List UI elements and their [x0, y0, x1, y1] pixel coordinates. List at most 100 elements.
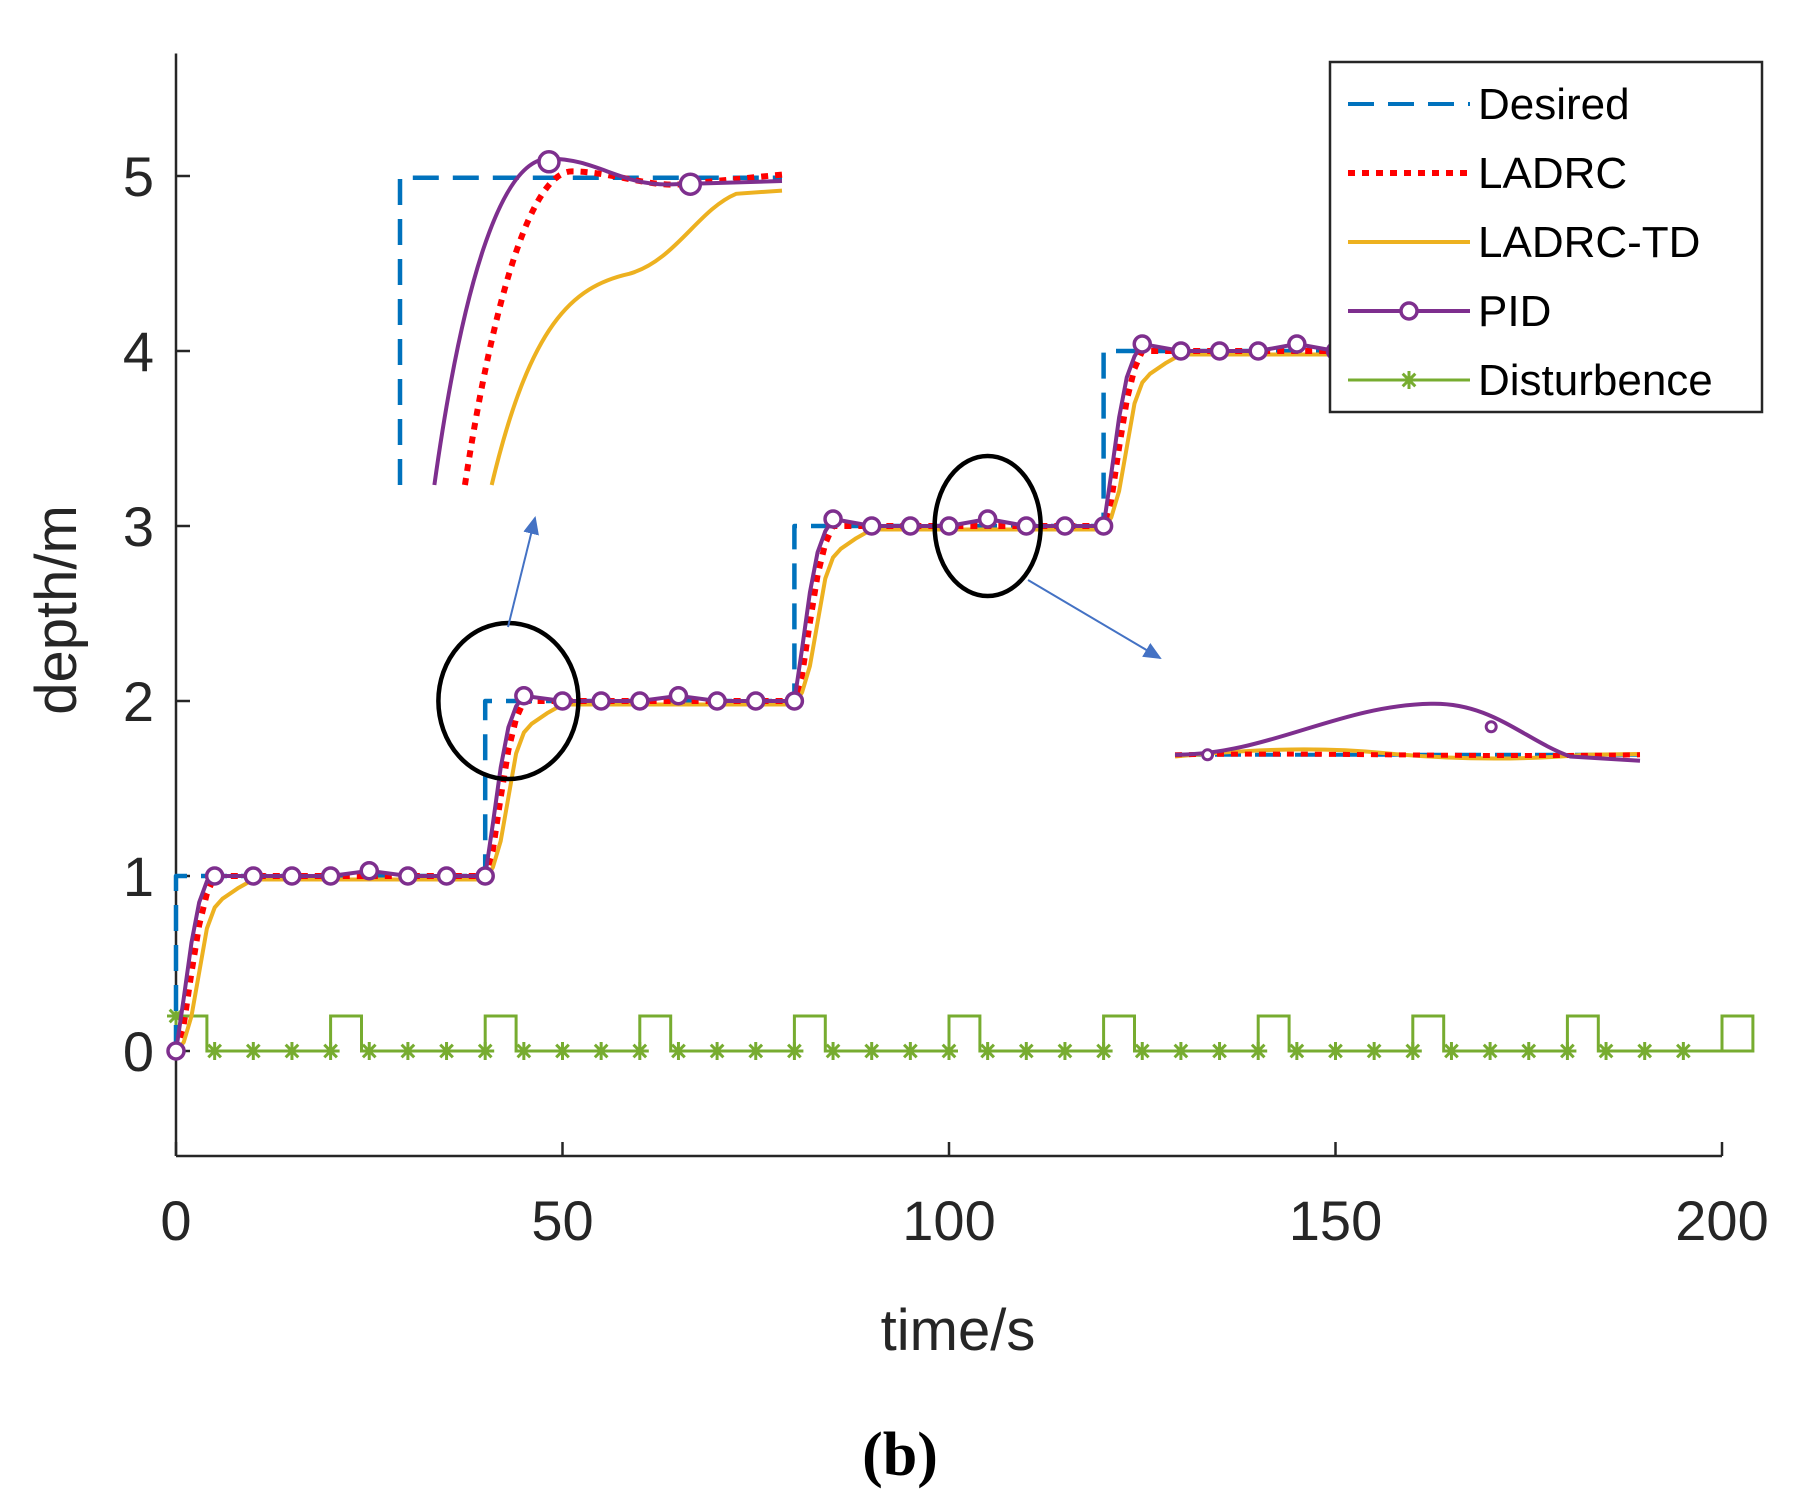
series-pid-marker — [1132, 334, 1152, 354]
series-pid-marker — [552, 691, 573, 711]
series-pid-marker — [668, 686, 689, 706]
series-pid-marker — [1171, 341, 1191, 361]
inset1-pid-marker — [678, 172, 703, 196]
series-pid-marker — [166, 1041, 186, 1061]
series-disturbence-marker — [1326, 1042, 1345, 1060]
series-ladrc-td-line — [174, 352, 1722, 1053]
series-disturbence-marker — [1674, 1042, 1693, 1060]
series-pid-marker — [398, 866, 418, 886]
y-tick-label: 2 — [123, 670, 154, 733]
series-disturbence-marker — [901, 1042, 920, 1060]
y-tick-label: 1 — [123, 845, 154, 908]
series-disturbence-marker — [708, 1042, 727, 1060]
x-tick-label: 150 — [1289, 1189, 1382, 1252]
zoom-arrow — [1027, 579, 1162, 660]
series-pid-marker — [1016, 516, 1037, 536]
inset2-pid — [1174, 701, 1641, 763]
series-disturbence-marker — [862, 1042, 881, 1060]
x-axis-title: time/s — [881, 1298, 1036, 1363]
legend-desired-label: Desired — [1478, 80, 1630, 129]
series-pid-marker — [591, 691, 611, 711]
series-pid-marker — [977, 509, 998, 529]
legend-disturbence-label: Disturbence — [1478, 356, 1713, 405]
inset1-desired — [397, 175, 782, 485]
series-disturbence-marker — [746, 1042, 765, 1060]
legend-disturbence-marker — [1400, 371, 1418, 389]
series-disturbence-marker — [1558, 1042, 1577, 1060]
series-disturbence-marker — [824, 1042, 843, 1060]
series-disturbence-marker — [1597, 1042, 1616, 1060]
legend-ladrc-td-label: LADRC-TD — [1478, 218, 1700, 267]
series-pid-marker — [746, 691, 766, 711]
series-pid-marker — [939, 516, 959, 536]
series-disturbence-marker — [1171, 1042, 1190, 1060]
series-pid-marker — [1287, 334, 1307, 354]
inset2-ladrc-td — [1174, 747, 1641, 761]
series-disturbence-marker — [1017, 1042, 1036, 1060]
series-pid-marker — [784, 691, 805, 711]
inset2-pid-marker — [1201, 748, 1215, 762]
series-disturbence-marker — [1481, 1042, 1500, 1060]
panel-label: (b) — [862, 1421, 938, 1489]
series-pid-marker — [823, 509, 843, 529]
series-disturbence-marker — [669, 1042, 688, 1060]
series-disturbence-marker — [1094, 1042, 1113, 1060]
series-disturbence-marker — [1287, 1042, 1306, 1060]
series-pid-marker — [1209, 341, 1230, 361]
series-disturbence-marker — [1519, 1042, 1538, 1060]
series-pid-marker — [282, 866, 302, 886]
series-disturbence-marker — [785, 1042, 804, 1060]
inset1-pid-marker — [537, 150, 561, 174]
legend-pid-label: PID — [1478, 287, 1551, 336]
series-ladrc-line — [173, 348, 1722, 1052]
legend-ladrc-label: LADRC — [1478, 149, 1627, 198]
inset2-ladrc — [1174, 751, 1641, 759]
legend-pid-marker — [1399, 301, 1419, 321]
x-tick-label: 0 — [160, 1189, 191, 1252]
series-disturbence-marker — [1365, 1042, 1384, 1060]
series-pid-marker — [320, 866, 341, 886]
series-pid-marker — [1093, 516, 1114, 536]
zoom-insets — [397, 150, 1641, 763]
series-disturbence-marker — [437, 1042, 456, 1060]
y-axis-title: depth/m — [24, 505, 89, 715]
series-pid-marker — [475, 866, 495, 886]
series-pid-marker — [359, 861, 379, 881]
inset1-ladrc-td — [489, 188, 783, 486]
series-disturbence-marker — [1403, 1042, 1422, 1060]
series-pid-marker — [204, 866, 225, 886]
legend-box — [1328, 60, 1764, 414]
series-desired-line — [173, 348, 1722, 1051]
series-pid-marker — [707, 691, 727, 711]
series-disturbence-marker — [553, 1042, 572, 1060]
x-tick-label: 200 — [1675, 1189, 1768, 1252]
series-disturbence-marker — [1133, 1042, 1152, 1060]
series-disturbence-marker — [1249, 1042, 1268, 1060]
series-pid-marker — [436, 866, 457, 886]
inset1-ladrc — [461, 168, 783, 486]
inset1-pid — [432, 156, 783, 486]
inset2-pid-marker — [1484, 720, 1498, 734]
series-disturbence-marker — [1635, 1042, 1654, 1060]
series-disturbence-marker — [398, 1042, 417, 1060]
axes: 0 50 100 150 200 0 1 2 3 4 5 — [123, 53, 1769, 1252]
series-pid-marker — [630, 691, 650, 711]
series-disturbence-marker — [321, 1042, 340, 1060]
y-tick-label: 3 — [123, 495, 154, 558]
series-layer — [166, 334, 1755, 1061]
series-pid-marker — [243, 866, 264, 886]
series-pid-marker — [1248, 341, 1268, 361]
x-tick-label: 50 — [531, 1189, 593, 1252]
y-tick-label: 0 — [123, 1020, 154, 1083]
series-disturbence-marker — [978, 1042, 997, 1060]
annotations — [436, 453, 1162, 782]
y-tick-label: 4 — [123, 320, 154, 383]
series-pid-marker — [900, 516, 921, 536]
series-disturbence-marker — [630, 1042, 649, 1060]
legend: Desired LADRC LADRC-TD PID Disturbence — [1328, 60, 1764, 414]
x-tick-label: 100 — [902, 1189, 995, 1252]
zoom-arrow — [507, 516, 539, 628]
series-disturbence-marker — [1055, 1042, 1074, 1060]
series-disturbence-marker — [1210, 1042, 1229, 1060]
